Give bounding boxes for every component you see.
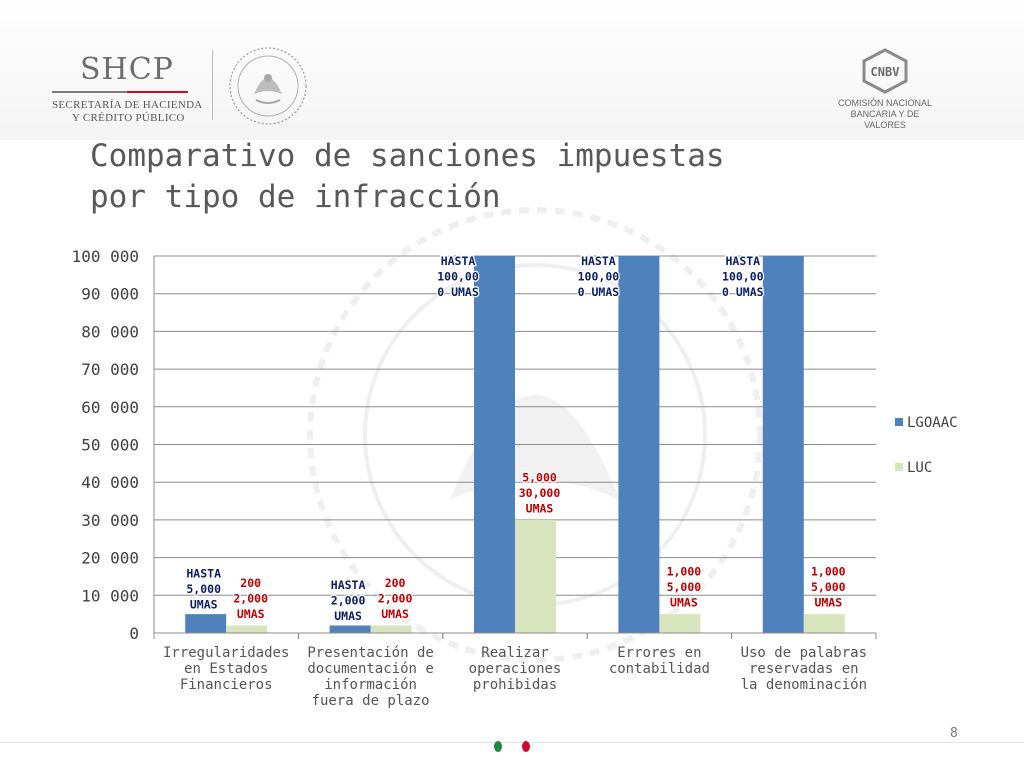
y-tick-label: 70 000 (81, 360, 139, 379)
green-dot-icon (494, 741, 502, 752)
y-tick-label: 30 000 (81, 511, 139, 530)
data-label-luc-2: 5,000 (522, 470, 557, 484)
x-category-label: fuera de plazo (312, 693, 430, 709)
x-category-label: en Estados (184, 661, 268, 677)
slide-title: Comparativo de sanciones impuestas por t… (90, 136, 725, 218)
bar-luc-4 (803, 614, 845, 633)
shcp-logo-sub-1: SECRETARÍA DE HACIENDA (52, 99, 203, 111)
bar-lgoaac-1 (329, 625, 371, 633)
data-label-lgoaac-2: 0 UMAS (437, 285, 479, 299)
data-label-luc-3: 1,000 (667, 565, 702, 579)
y-tick-label: 0 (129, 624, 139, 643)
legend-label-luc: LUC (907, 460, 932, 476)
x-category-label: información (324, 677, 417, 693)
data-label-luc-2: UMAS (526, 501, 554, 515)
data-label-luc-1: 2,000 (378, 591, 413, 605)
bar-lgoaac-0 (185, 614, 227, 633)
x-category-label: documentación e (307, 661, 433, 677)
data-label-lgoaac-0: HASTA (186, 567, 221, 581)
data-label-luc-4: 5,000 (811, 580, 846, 594)
y-axis: 0 10 000 20 000 30 000 40 000 50 000 60 000 70 … (72, 247, 155, 643)
bar-luc-3 (659, 614, 701, 633)
x-category-label: Presentación de (307, 645, 433, 661)
cnbv-logo-sub-2: BANCARIA Y DE VALORES (850, 109, 920, 130)
x-category-label: la denominación (741, 677, 867, 693)
data-label-luc-3: 5,000 (667, 580, 702, 594)
chart-legend: LGOAAC LUC (895, 415, 958, 476)
data-label-luc-3: UMAS (670, 596, 698, 610)
shcp-logo: SHCP SECRETARÍA DE HACIENDA Y CRÉDITO PÚ… (52, 52, 203, 125)
x-category-label: Uso de palabras (741, 645, 867, 661)
data-label-luc-4: UMAS (814, 596, 842, 610)
data-label-luc-0: 200 (240, 576, 261, 590)
bar-lgoaac-3 (618, 256, 660, 633)
x-category-label: Financieros (180, 677, 273, 693)
x-category-label: prohibidas (473, 677, 557, 693)
data-label-lgoaac-1: 2,000 (331, 593, 366, 607)
y-tick-label: 60 000 (81, 398, 139, 417)
y-tick-label: 80 000 (81, 322, 139, 341)
y-tick-label: 90 000 (81, 285, 139, 304)
data-label-luc-0: UMAS (237, 607, 265, 621)
data-label-lgoaac-0: UMAS (190, 598, 218, 612)
header-band (0, 0, 1024, 140)
cnbv-logo-sub-1: COMISIÓN NACIONAL (837, 98, 932, 108)
mexican-coat-of-arms-icon (226, 44, 310, 132)
cnbv-logo: CNBV COMISIÓN NACIONAL BANCARIA Y DE VAL… (830, 48, 940, 131)
y-tick-label: 20 000 (81, 549, 139, 568)
y-tick-label: 50 000 (81, 436, 139, 455)
data-label-lgoaac-2: HASTA (441, 254, 476, 268)
data-label-luc-0: 2,000 (233, 591, 268, 605)
data-label-lgoaac-0: 5,000 (186, 582, 221, 596)
shcp-logo-rule (52, 91, 188, 93)
data-label-luc-1: UMAS (381, 607, 409, 621)
bar-luc-2 (515, 519, 556, 633)
data-label-luc-1: 200 (385, 576, 406, 590)
data-label-lgoaac-2: 100,00 (437, 270, 479, 284)
legend-swatch-lgoaac (895, 418, 903, 426)
data-label-lgoaac-1: UMAS (334, 609, 362, 623)
bar-lgoaac-4 (762, 256, 804, 633)
data-label-lgoaac-3: 100,00 (578, 270, 620, 284)
data-label-lgoaac-3: 0 UMAS (578, 285, 620, 299)
data-label-lgoaac-3: HASTA (581, 254, 616, 268)
shcp-logo-sub-2: Y CRÉDITO PÚBLICO (72, 112, 185, 124)
page-number: 8 (950, 726, 958, 741)
chart-data-labels: HASTA5,000UMAS2002,000UMASHASTA2,000UMAS… (185, 253, 847, 624)
bar-lgoaac-2 (474, 256, 515, 633)
data-label-luc-4: 1,000 (811, 565, 846, 579)
data-label-lgoaac-4: 0 UMAS (722, 285, 764, 299)
x-category-label: operaciones (469, 661, 562, 677)
y-tick-label: 100 000 (72, 247, 139, 266)
chart-bars (185, 256, 845, 633)
bar-luc-0 (226, 625, 268, 633)
red-dot-icon (522, 741, 530, 752)
y-tick-label: 40 000 (81, 473, 139, 492)
slide-title-line-2: por tipo de infracción (90, 179, 501, 215)
data-label-luc-2: 30,000 (519, 486, 561, 500)
footer-line (0, 742, 1024, 743)
x-category-label: contabilidad (609, 661, 710, 677)
x-category-label: Errores en (617, 645, 701, 661)
shcp-logo-text: SHCP (80, 52, 174, 87)
data-label-lgoaac-4: 100,00 (722, 270, 764, 284)
legend-label-lgoaac: LGOAAC (907, 415, 958, 431)
x-category-label: Irregularidades (163, 645, 289, 661)
data-label-lgoaac-4: HASTA (725, 254, 760, 268)
cnbv-logo-text: CNBV (871, 65, 900, 79)
y-tick-label: 10 000 (81, 586, 139, 605)
x-category-label: reservadas en (749, 661, 859, 677)
data-label-lgoaac-1: HASTA (331, 578, 366, 592)
legend-swatch-luc (895, 463, 903, 471)
cnbv-emblem-icon: CNBV (862, 48, 908, 94)
logo-separator (212, 50, 213, 120)
slide-title-line-1: Comparativo de sanciones impuestas (90, 138, 725, 174)
bar-luc-1 (370, 625, 412, 633)
x-category-label: Realizar (481, 645, 548, 661)
